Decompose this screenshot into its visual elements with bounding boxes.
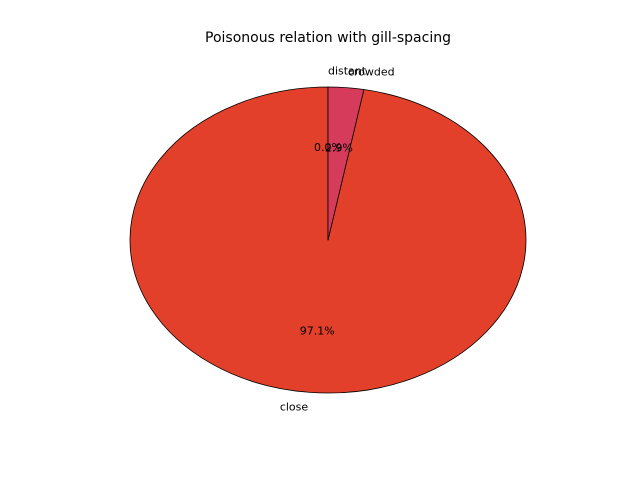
chart-title: Poisonous relation with gill-spacing xyxy=(205,30,451,46)
slice-label-crowded: crowded xyxy=(348,65,395,78)
pie-labels: close 97.1% crowded 2.9% distant 0.0% xyxy=(280,65,395,414)
pct-label-crowded: 2.9% xyxy=(325,142,353,155)
pct-label-distant: 0.0% xyxy=(314,141,342,154)
pct-label-close: 97.1% xyxy=(300,324,335,337)
pie-slice-crowded xyxy=(327,86,365,241)
slice-label-distant: distant xyxy=(328,65,367,78)
slice-label-close: close xyxy=(280,401,309,414)
pie-slices xyxy=(129,86,527,394)
